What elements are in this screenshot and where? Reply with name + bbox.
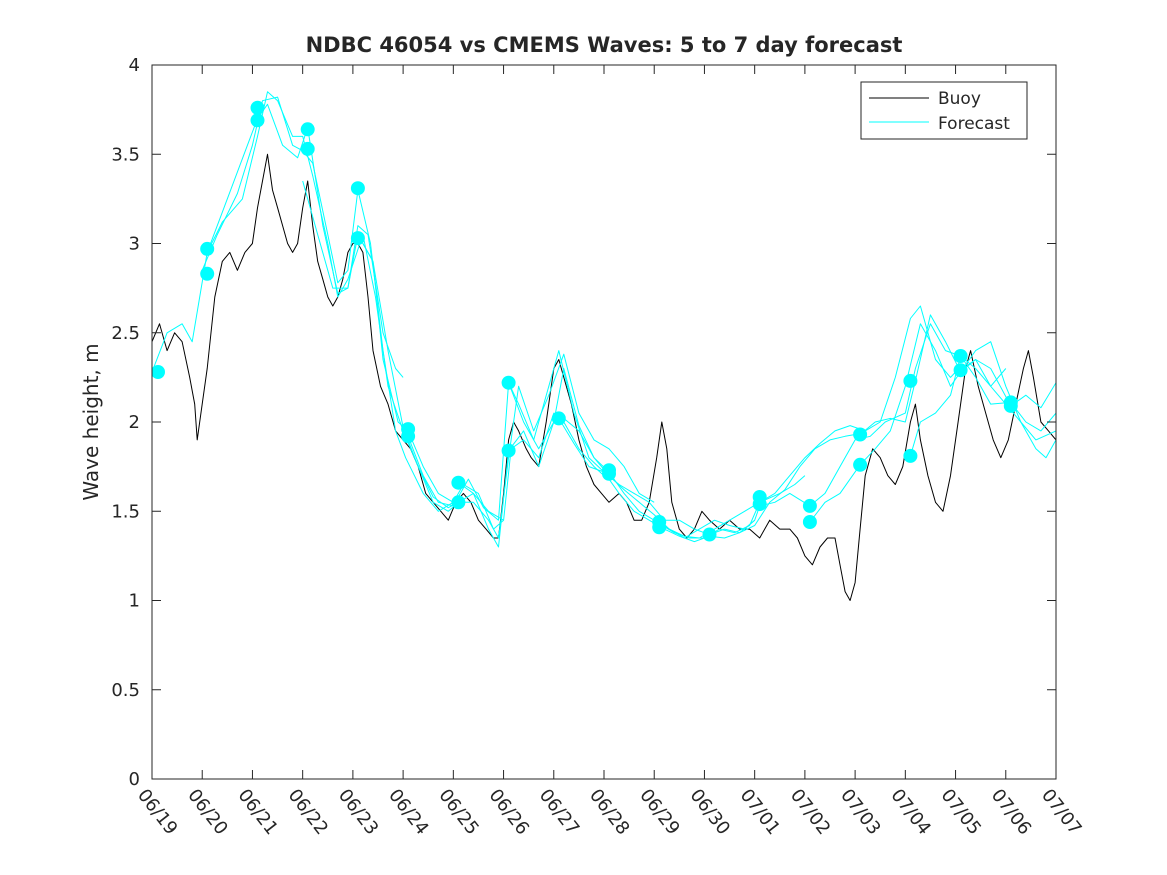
forecast-marker-7 bbox=[350, 181, 365, 196]
legend-box bbox=[860, 81, 1028, 140]
legend: Buoy Forecast bbox=[860, 81, 1028, 140]
forecast-line-1 bbox=[152, 103, 404, 378]
y-tick-label: 0.5 bbox=[111, 680, 140, 701]
forecast-marker-6 bbox=[300, 141, 315, 156]
forecast-marker-1 bbox=[200, 241, 215, 256]
buoy-line bbox=[152, 153, 1056, 601]
chart-title: NDBC 46054 vs CMEMS Waves: 5 to 7 day fo… bbox=[306, 33, 903, 57]
forecast-marker-2 bbox=[200, 266, 215, 281]
forecast-marker-10 bbox=[401, 429, 416, 444]
forecast-line-7 bbox=[458, 368, 756, 548]
forecast-marker-24 bbox=[802, 515, 817, 529]
forecast-marker-8 bbox=[350, 231, 365, 246]
y-tick-label: 3 bbox=[129, 234, 140, 255]
legend-forecast-label: Forecast bbox=[938, 114, 1010, 134]
forecast-marker-5 bbox=[300, 122, 315, 137]
forecast-marker-22 bbox=[752, 497, 767, 512]
legend-buoy-label: Buoy bbox=[938, 89, 981, 109]
plot-clip-group bbox=[152, 91, 1056, 601]
y-tick-label: 2.5 bbox=[111, 323, 140, 344]
forecast-marker-27 bbox=[903, 373, 918, 388]
y-tick-label: 4 bbox=[129, 55, 140, 76]
forecast-markers bbox=[152, 100, 1018, 542]
forecast-marker-12 bbox=[451, 495, 466, 510]
y-tick-label: 0 bbox=[129, 769, 140, 790]
forecast-marker-14 bbox=[501, 443, 516, 458]
forecast-marker-20 bbox=[702, 527, 717, 542]
y-tick-label: 3.5 bbox=[111, 144, 140, 165]
forecast-marker-0 bbox=[152, 365, 165, 379]
forecast-marker-4 bbox=[250, 113, 265, 128]
forecast-marker-15 bbox=[551, 411, 566, 426]
forecast-line-14 bbox=[909, 355, 1056, 457]
forecast-marker-26 bbox=[853, 457, 868, 472]
forecast-marker-32 bbox=[1003, 398, 1018, 413]
forecast-marker-25 bbox=[853, 427, 868, 442]
y-tick-label: 2 bbox=[129, 412, 140, 433]
forecast-marker-19 bbox=[652, 520, 667, 535]
forecast-line-6 bbox=[407, 350, 705, 534]
y-tick-label: 1 bbox=[129, 591, 140, 612]
forecast-marker-29 bbox=[953, 349, 968, 363]
forecast-marker-17 bbox=[602, 466, 616, 481]
forecast-marker-23 bbox=[802, 498, 817, 513]
y-tick-label: 1.5 bbox=[111, 501, 140, 522]
y-axis-label: Wave height, m bbox=[79, 343, 103, 500]
forecast-marker-30 bbox=[953, 363, 968, 378]
forecast-marker-3 bbox=[250, 100, 265, 115]
forecast-marker-13 bbox=[501, 375, 516, 390]
forecast-line-2 bbox=[201, 96, 454, 512]
forecast-marker-28 bbox=[903, 448, 918, 463]
forecast-marker-11 bbox=[451, 475, 466, 490]
